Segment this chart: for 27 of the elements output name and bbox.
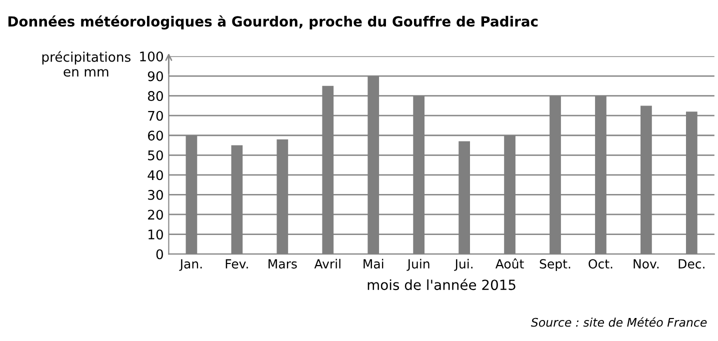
y-tick-label: 90 xyxy=(148,71,163,82)
y-tick-label: 40 xyxy=(148,170,163,180)
x-tick-label: Août xyxy=(495,258,524,269)
source-note: Source : site de Météo France xyxy=(530,317,707,327)
x-tick-label: Nov. xyxy=(634,259,659,269)
y-axis-title: précipitations en mm xyxy=(42,51,131,77)
x-tick-label: Fev. xyxy=(226,259,248,269)
y-tick-label: 30 xyxy=(148,190,163,200)
x-tick-label: Dec. xyxy=(678,259,704,269)
x-axis-title: mois de l'année 2015 xyxy=(368,278,516,290)
x-tick-label: Juin xyxy=(406,258,430,271)
y-tick-label: 70 xyxy=(148,110,163,121)
y-tick-label: 50 xyxy=(148,150,163,160)
x-tick-label: Jui. xyxy=(454,258,472,271)
y-tick-label: 80 xyxy=(148,91,163,102)
x-tick-label: Mars xyxy=(268,259,297,269)
y-tick-label: 20 xyxy=(148,210,163,220)
x-tick-label: Oct. xyxy=(588,259,612,269)
y-tick-label: 10 xyxy=(148,229,163,240)
chart-title: Données météorologiques à Gourdon, proche du Gouffre de Padirac xyxy=(8,15,538,30)
y-tick-label: 100 xyxy=(140,51,163,62)
x-tick-label: Avril xyxy=(314,258,340,268)
y-tick-label: 0 xyxy=(156,249,163,260)
x-tick-label: Mai xyxy=(364,258,384,269)
x-tick-label: Jan. xyxy=(179,259,202,271)
y-tick-label: 60 xyxy=(148,130,163,141)
x-tick-label: Sept. xyxy=(540,259,570,272)
